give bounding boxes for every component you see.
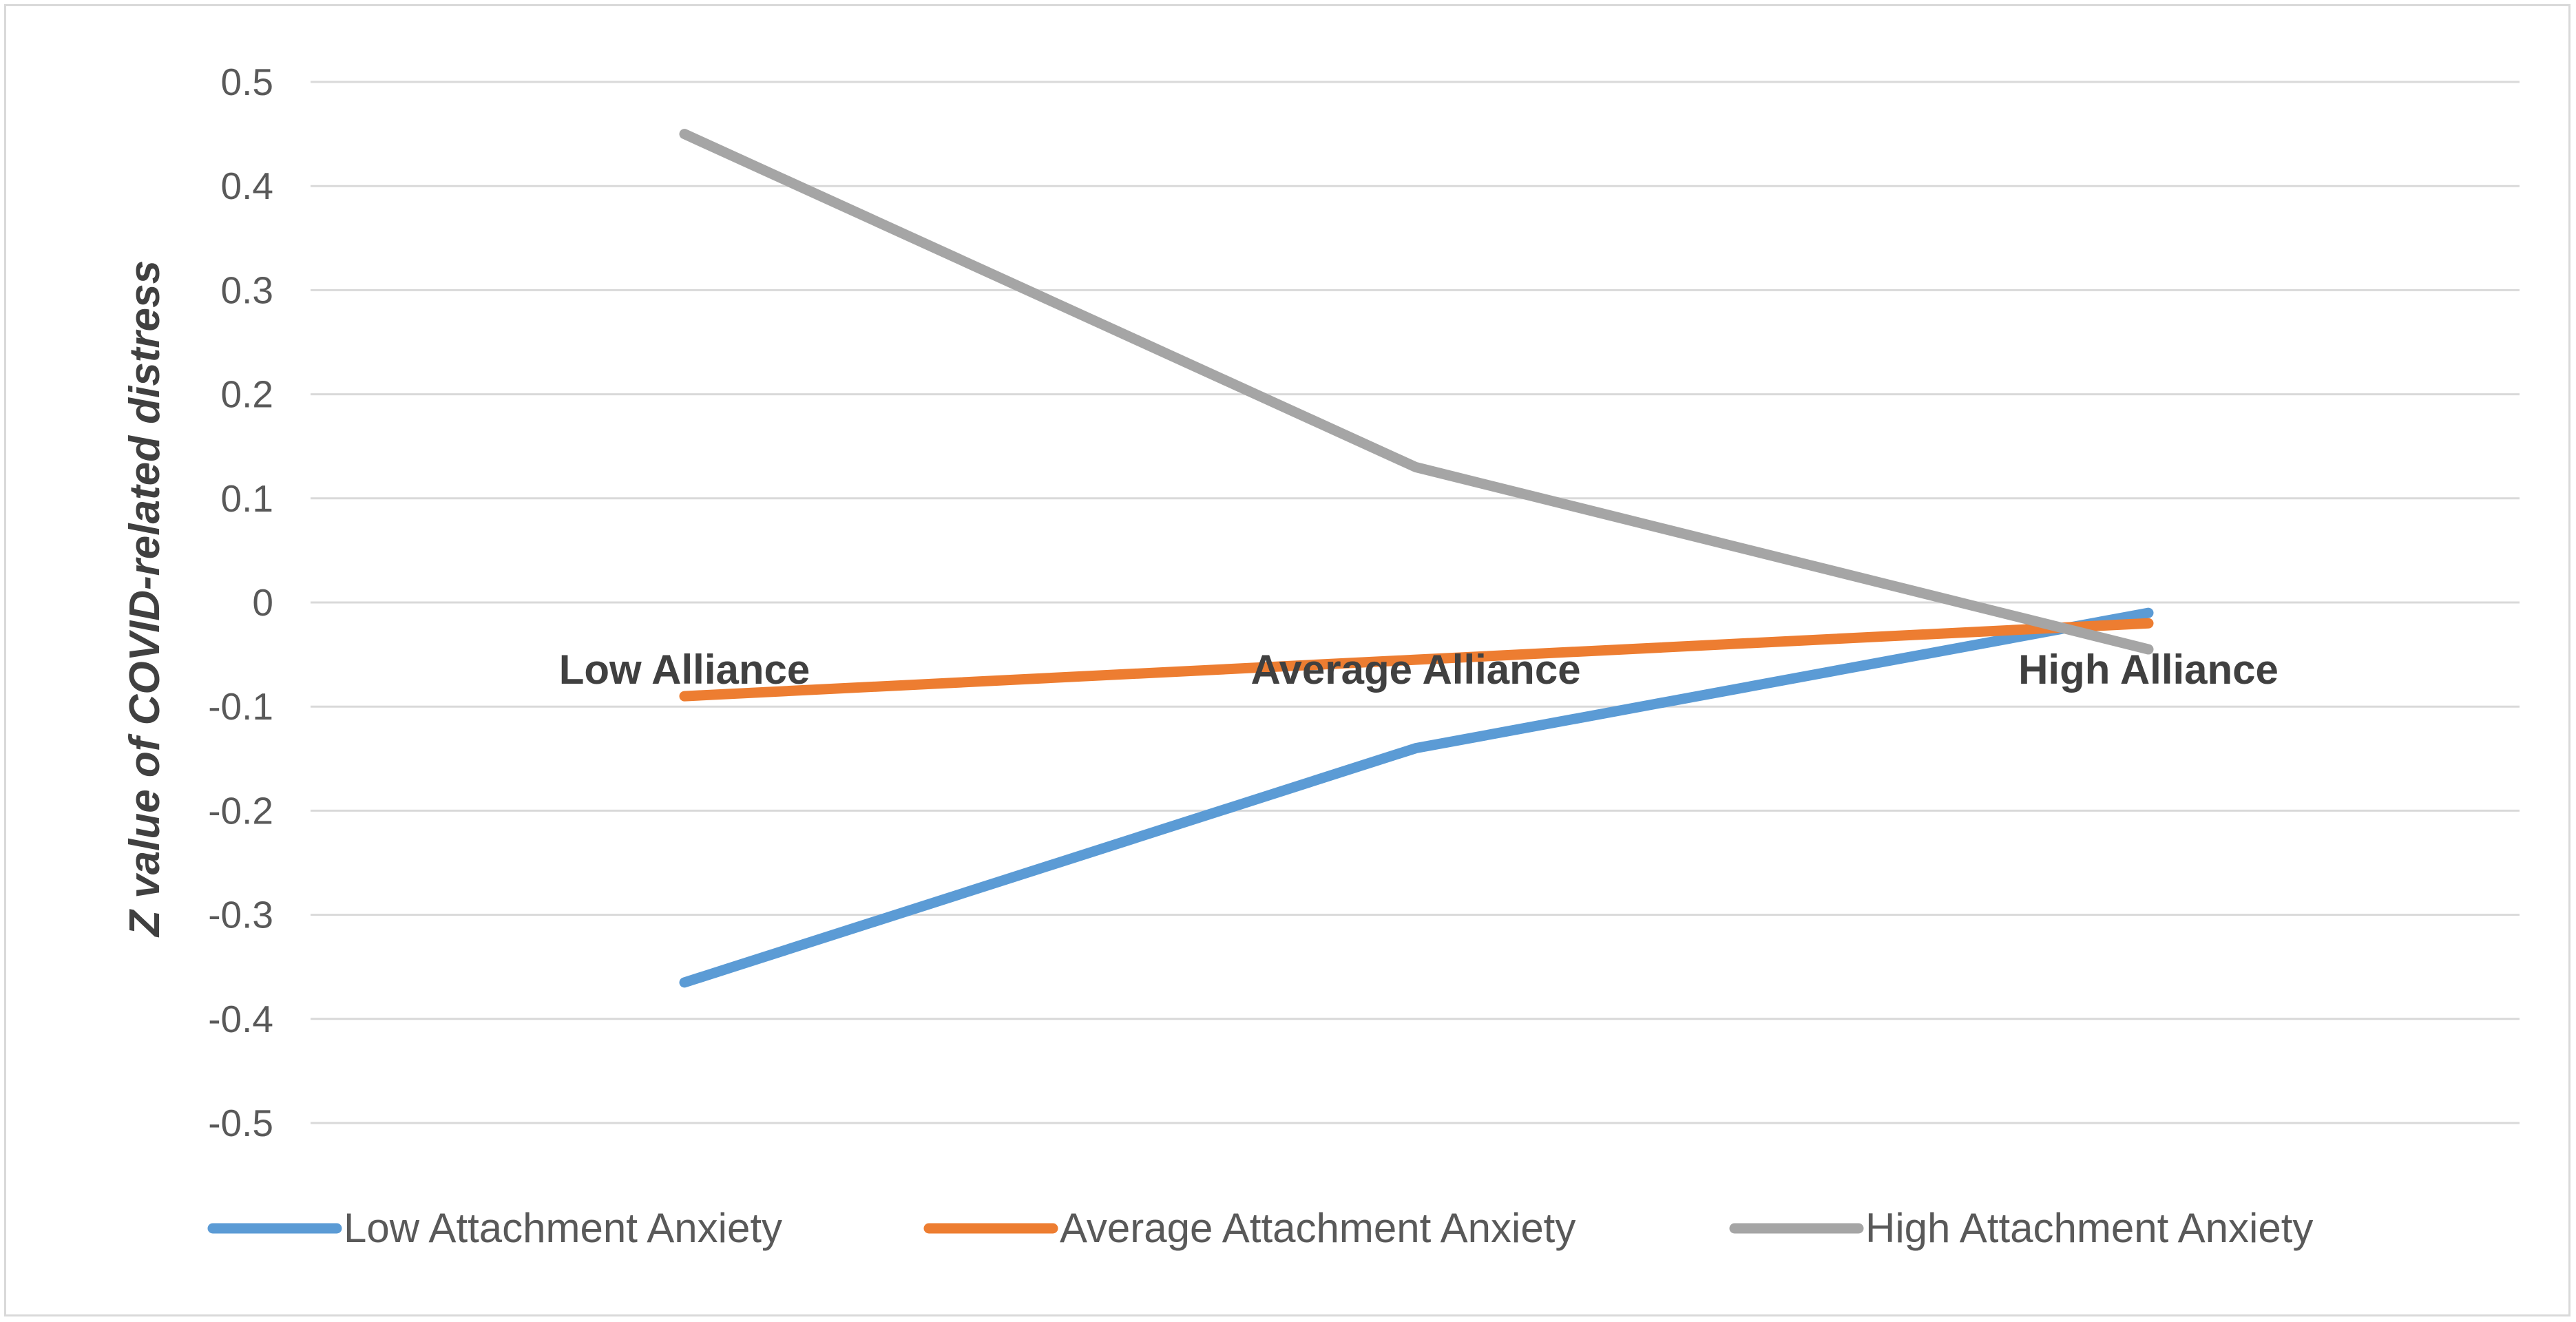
y-tick-label: -0.4: [208, 998, 273, 1040]
y-tick-label: 0.4: [221, 165, 273, 207]
legend-label: Low Attachment Anxiety: [344, 1205, 782, 1251]
category-label: Average Alliance: [1250, 647, 1580, 693]
y-tick-label: -0.3: [208, 894, 273, 936]
y-tick-label: 0.3: [221, 269, 273, 311]
gridlines: [311, 81, 2520, 1124]
y-axis-title: Z value of COVID-related distress: [121, 260, 169, 938]
category-labels: Low Alliance Average Alliance High Allianc…: [559, 647, 2279, 693]
y-tick-label: -0.1: [208, 685, 273, 728]
legend-item-2: Average Attachment Anxiety: [923, 1205, 1575, 1251]
chart-frame: 0.5 0.4 0.3 0.2 0.1 0 -0.1 -0.2 -0.3 -0.4 -0.5 Z v…: [4, 4, 2570, 1316]
legend: Low Attachment Anxiety Average Attachment…: [207, 1205, 2313, 1251]
series-lines: [679, 129, 2154, 988]
y-tick-label: 0: [252, 581, 273, 624]
chart-svg: 0.5 0.4 0.3 0.2 0.1 0 -0.1 -0.2 -0.3 -0.4 -0.5 Z v…: [121, 61, 2520, 1251]
series-line-3: [679, 129, 2154, 655]
category-label: High Alliance: [2018, 647, 2279, 693]
y-tick-label: -0.5: [208, 1102, 273, 1144]
y-tick-label: 0.1: [221, 477, 273, 520]
y-tick-label: 0.2: [221, 373, 273, 416]
y-tick-label: -0.2: [208, 789, 273, 832]
legend-item-3: High Attachment Anxiety: [1729, 1205, 2313, 1251]
legend-item-1: Low Attachment Anxiety: [207, 1205, 782, 1251]
series-line-1: [679, 607, 2154, 988]
legend-label: Average Attachment Anxiety: [1060, 1205, 1575, 1251]
y-tick-labels: 0.5 0.4 0.3 0.2 0.1 0 -0.1 -0.2 -0.3 -0.4 -0.5: [208, 61, 273, 1144]
y-tick-label: 0.5: [221, 61, 273, 103]
series-line-2: [679, 618, 2154, 702]
legend-label: High Attachment Anxiety: [1865, 1205, 2313, 1251]
category-label: Low Alliance: [559, 647, 810, 693]
